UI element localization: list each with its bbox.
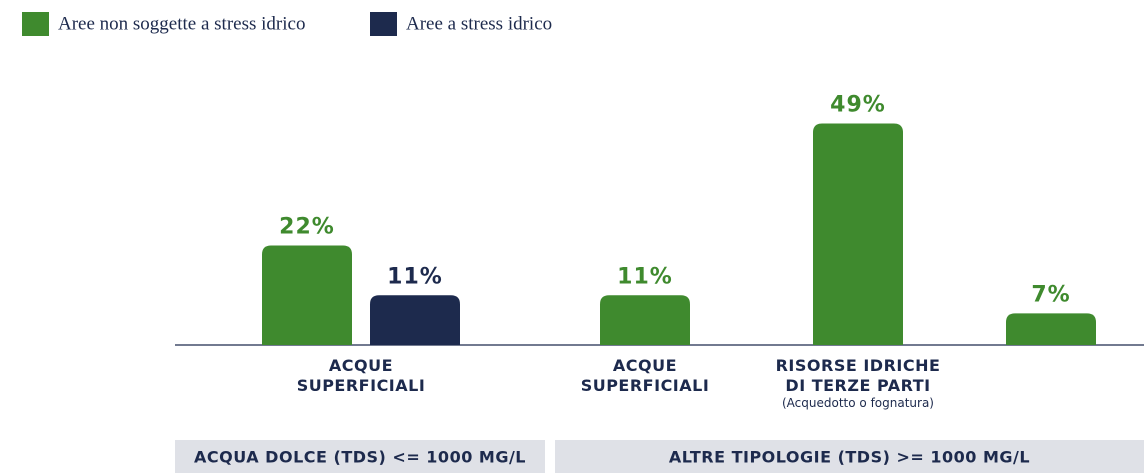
category-label-wrap: RISORSE IDRICHE DI TERZE PARTI (Acquedott… — [768, 356, 948, 410]
legend-swatch — [370, 12, 397, 36]
category-label-box: ACQUE SUPERFICIALI — [271, 356, 451, 396]
group-label: ALTRE TIPOLOGIE (TDS) >= 1000 MG/L — [669, 448, 1030, 467]
bar — [813, 123, 903, 346]
category-label: ACQUE SUPERFICIALI — [296, 356, 426, 395]
value-label: 22% — [279, 215, 335, 240]
legend-label: Aree non soggette a stress idrico — [58, 13, 305, 34]
category-label-box: ACQUE SUPERFICIALI — [555, 356, 735, 396]
bar — [370, 295, 460, 345]
group-box — [555, 440, 1144, 473]
legend-label: Aree a stress idrico — [406, 13, 552, 34]
bar — [600, 295, 690, 345]
bar — [1006, 313, 1096, 345]
category-label: ACQUE SUPERFICIALI — [580, 356, 710, 395]
category-label-box: RISORSE IDRICHE DI TERZE PARTI(Acquedott… — [768, 356, 948, 410]
legend-swatch — [22, 12, 49, 36]
group-box — [175, 440, 545, 473]
category-label-wrap: ACQUE SUPERFICIALI — [271, 356, 451, 396]
value-label: 7% — [1031, 282, 1070, 307]
value-label: 11% — [387, 264, 443, 289]
category-label: RISORSE IDRICHE DI TERZE PARTI — [775, 356, 941, 395]
group-label: ACQUA DOLCE (TDS) <= 1000 MG/L — [194, 448, 526, 467]
category-label-wrap: ACQUE SUPERFICIALI — [555, 356, 735, 396]
bar — [262, 245, 352, 345]
value-label: 11% — [617, 264, 673, 289]
category-note: (Acquedotto o fognatura) — [782, 396, 934, 410]
value-label: 49% — [830, 93, 886, 118]
